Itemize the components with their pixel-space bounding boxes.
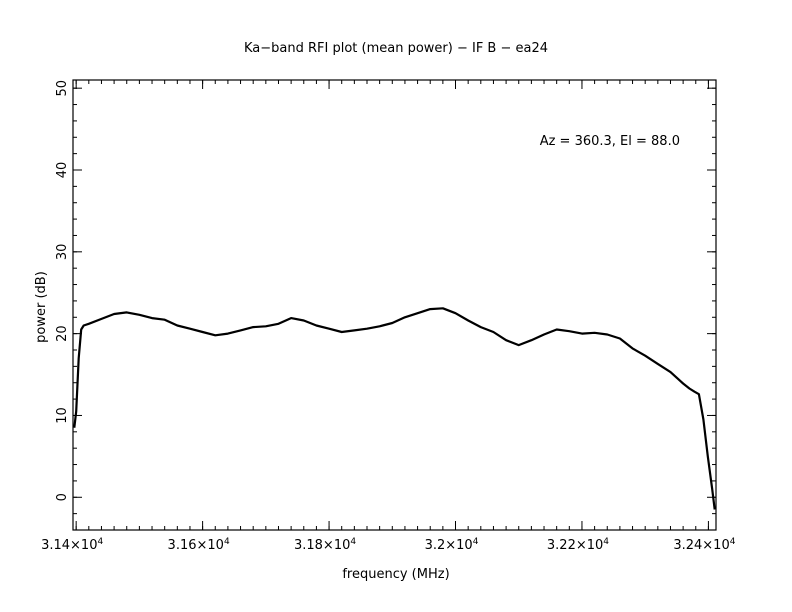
y-tick-label: 20: [55, 325, 70, 342]
x-tick-mantissa: 3.24×10: [673, 538, 729, 553]
x-tick-exponent: 4: [97, 537, 103, 547]
x-tick-label: 3.16×104: [168, 537, 230, 553]
x-tick-label: 3.2×104: [425, 537, 479, 553]
y-tick-labels: 0 10 20 30 40 50: [55, 80, 70, 502]
x-tick-label: 3.22×104: [547, 537, 609, 553]
x-tick-exponent: 4: [473, 537, 479, 547]
axis-ticks: [73, 80, 716, 531]
x-tick-label: 3.24×104: [673, 537, 735, 553]
x-tick-exponent: 4: [224, 537, 230, 547]
x-tick-mantissa: 3.16×10: [168, 538, 224, 553]
x-tick-exponent: 4: [603, 537, 609, 547]
x-axis-label: frequency (MHz): [342, 567, 449, 582]
y-axis-label: power (dB): [34, 271, 49, 343]
plot-frame: [72, 79, 717, 531]
x-tick-labels: 3.14×104 3.16×104 3.18×104 3.2×104 3.22×104 3…: [41, 537, 736, 553]
y-tick-label: 30: [55, 244, 70, 261]
az-el-annotation: Az = 360.3, El = 88.0: [540, 134, 680, 149]
chart-title: Ka−band RFI plot (mean power) − IF B − e…: [244, 41, 548, 56]
y-tick-label: 40: [55, 162, 70, 179]
y-tick-label: 10: [55, 407, 70, 424]
power-line: [73, 307, 716, 510]
x-tick-exponent: 4: [350, 537, 356, 547]
x-tick-label: 3.14×104: [41, 537, 103, 553]
x-tick-mantissa: 3.2×10: [425, 538, 473, 553]
x-tick-mantissa: 3.18×10: [294, 538, 350, 553]
x-tick-mantissa: 3.14×10: [41, 538, 97, 553]
x-tick-mantissa: 3.22×10: [547, 538, 603, 553]
x-tick-exponent: 4: [730, 537, 736, 547]
series-group: [73, 307, 716, 510]
y-tick-label: 0: [55, 493, 70, 501]
x-tick-label: 3.18×104: [294, 537, 356, 553]
y-tick-label: 50: [55, 80, 70, 97]
